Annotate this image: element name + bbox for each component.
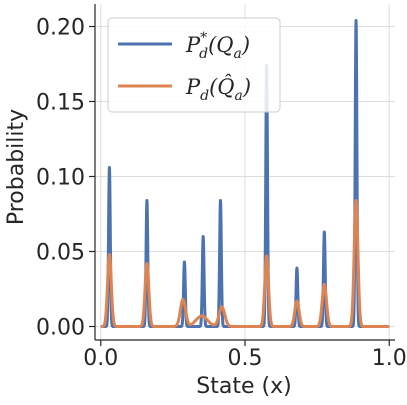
legend: P* d(Qa) Pd(Q̂a): [107, 17, 281, 113]
x-tick-label: 0.5: [228, 346, 263, 371]
y-tick-label: 0.00: [36, 316, 85, 341]
y-tick-label: 0.10: [36, 166, 85, 191]
x-axis-title: State (x): [196, 374, 291, 399]
tick-labels: 0.0 0.5 1.0 0.00 0.05 0.10 0.15 0.20: [36, 16, 407, 372]
x-tick-label: 1.0: [372, 346, 407, 371]
y-axis-title: Probability: [4, 109, 29, 225]
legend-label-2: Pd(Q̂a): [185, 75, 251, 104]
series-lines: [99, 19, 391, 328]
legend-box: [107, 17, 281, 113]
y-tick-label: 0.05: [36, 241, 85, 266]
x-tick-label: 0.0: [83, 346, 118, 371]
series-line-2: [99, 199, 391, 328]
y-tick-label: 0.15: [36, 91, 85, 116]
y-tick-label: 0.20: [36, 16, 85, 41]
legend-label-1: P* d(Qa): [185, 30, 250, 62]
